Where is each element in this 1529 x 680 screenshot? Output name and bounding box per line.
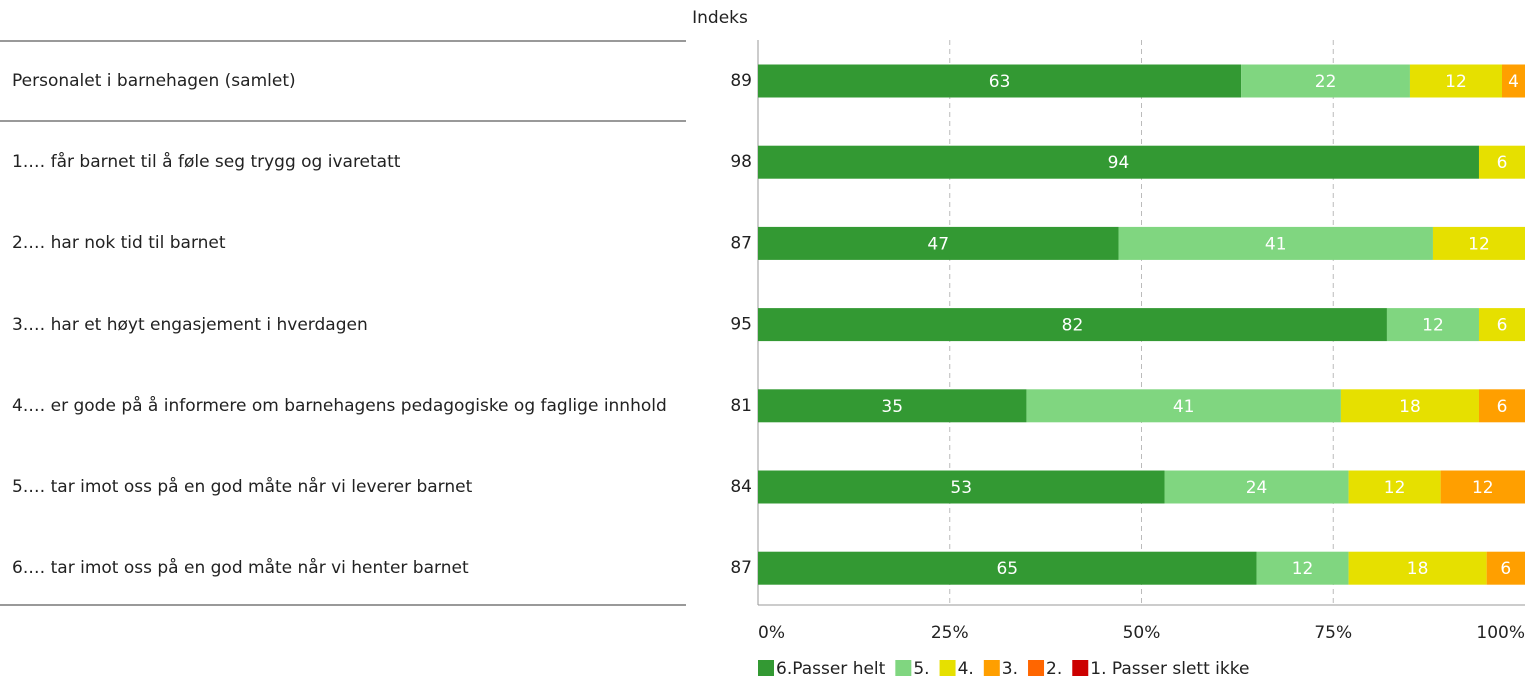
bar-value-label: 65 [996, 559, 1018, 579]
index-value: 87 [730, 558, 752, 578]
bar-segment [1478, 389, 1525, 423]
bar-segment [1386, 308, 1479, 342]
x-tick-label: 75% [1314, 623, 1352, 643]
row-label: 3.… har et høyt engasjement i hverdagen [12, 314, 368, 335]
legend-swatch [895, 660, 912, 676]
bar-segment [758, 145, 1479, 179]
bar-segment [758, 470, 1165, 504]
bar-segment [1241, 64, 1410, 98]
bar-value-label: 41 [1173, 397, 1195, 417]
bar-segment [1340, 389, 1479, 423]
row-label: 4.… er gode på å informere om barnehagen… [12, 395, 667, 416]
bar-value-label: 41 [1265, 234, 1287, 254]
bar-value-label: 12 [1422, 316, 1444, 336]
bar-segment [758, 389, 1027, 423]
bars: 63 22 12 4 94 6 47 41 12 82 12 6 35 41 18 6 53 24 12 12 65 12… [758, 64, 1525, 585]
bar-segment [1440, 470, 1525, 504]
bar-value-label: 35 [881, 397, 903, 417]
legend-swatch [939, 660, 956, 676]
bar-segment [1256, 551, 1349, 585]
bar-segment [758, 64, 1242, 98]
bar-segment [1026, 389, 1341, 423]
index-value: 95 [730, 315, 752, 335]
legend-swatch [1072, 660, 1089, 676]
bar-segment [758, 226, 1119, 260]
legend-label: 6.Passer helt [776, 659, 886, 679]
bar-value-label: 94 [1108, 153, 1130, 173]
legend-label: 5. [913, 659, 929, 679]
legend-swatch [1028, 660, 1045, 676]
bar-segment [1348, 551, 1487, 585]
bar-segment [1486, 551, 1525, 585]
bar-value-label: 12 [1468, 234, 1490, 254]
x-tick-label: 0% [758, 623, 785, 643]
bar-segment [758, 308, 1387, 342]
bar-value-label: 6 [1497, 153, 1508, 173]
bar-value-label: 47 [927, 234, 949, 254]
x-tick-label: 50% [1123, 623, 1161, 643]
legend-label: 3. [1002, 659, 1018, 679]
index-value: 81 [730, 396, 752, 416]
legend-swatch [758, 660, 774, 676]
row-label: 1.… får barnet til å føle seg trygg og i… [12, 152, 401, 173]
bar-segment [1478, 308, 1525, 342]
bar-value-label: 82 [1062, 316, 1084, 336]
legend-swatch [983, 660, 1000, 676]
bar-value-label: 6 [1497, 397, 1508, 417]
bar-value-label: 12 [1384, 478, 1406, 498]
legend-label: 1. Passer slett ikke [1090, 659, 1249, 679]
x-tick-label: 25% [931, 623, 969, 643]
index-value: 98 [730, 152, 752, 172]
row-label: Personalet i barnehagen (samlet) [12, 71, 296, 91]
bar-value-label: 18 [1407, 559, 1429, 579]
bar-value-label: 4 [1508, 72, 1519, 92]
x-tick-label: 100% [1476, 623, 1525, 643]
bar-segment [1409, 64, 1502, 98]
bar-segment [758, 551, 1257, 585]
bar-value-label: 12 [1445, 72, 1467, 92]
bar-value-label: 18 [1399, 397, 1421, 417]
bar-value-label: 63 [989, 72, 1011, 92]
bar-value-label: 6 [1497, 316, 1508, 336]
row-label: 5.… tar imot oss på en god måte når vi l… [12, 477, 473, 497]
bar-value-label: 22 [1315, 72, 1337, 92]
bar-value-label: 24 [1246, 478, 1268, 498]
index-value: 89 [730, 71, 752, 91]
bar-segment [1118, 226, 1433, 260]
bar-value-label: 53 [950, 478, 972, 498]
bar-value-label: 12 [1292, 559, 1314, 579]
bar-value-label: 6 [1500, 559, 1511, 579]
legend-label: 2. [1046, 659, 1062, 679]
bar-segment [1348, 470, 1441, 504]
row-label: 2.… har nok tid til barnet [12, 233, 226, 254]
bar-segment [1478, 145, 1525, 179]
bar-segment [1501, 64, 1525, 98]
row-label: 6.… tar imot oss på en god måte når vi h… [12, 558, 469, 579]
legend-label: 4. [958, 659, 974, 679]
bar-segment [1432, 226, 1525, 260]
bar-segment [1164, 470, 1349, 504]
bar-value-label: 12 [1472, 478, 1494, 498]
index-value: 87 [730, 233, 752, 253]
index-value: 84 [730, 477, 752, 497]
index-header: Indeks [692, 8, 748, 28]
